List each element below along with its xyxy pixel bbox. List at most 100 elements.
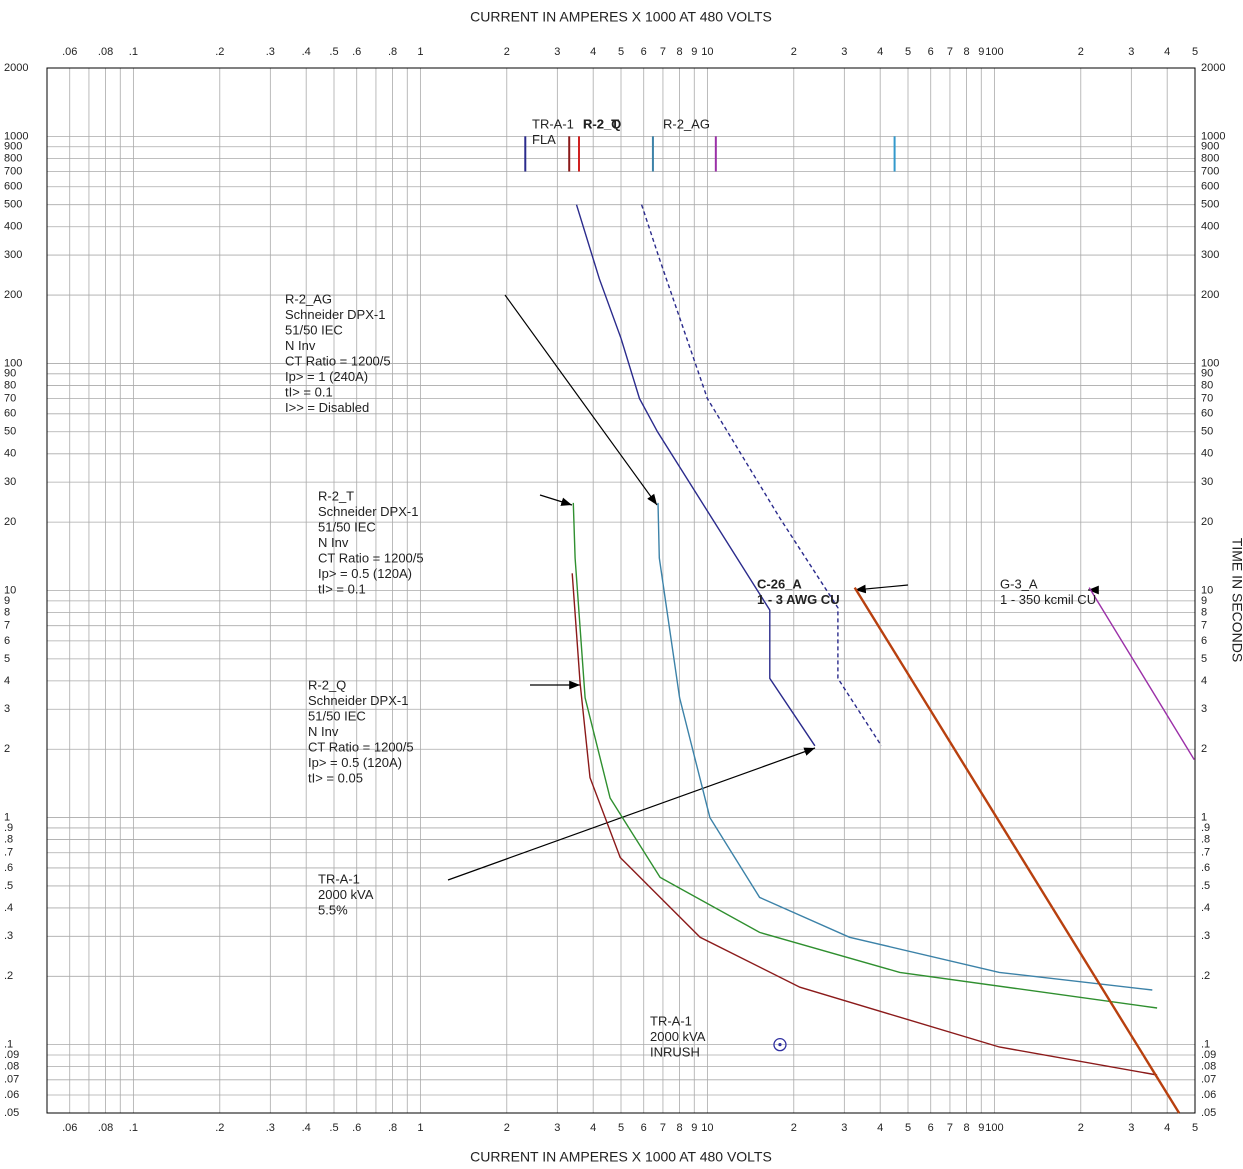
x-tick-label: 2 <box>1078 46 1084 58</box>
y-tick-label: 900 <box>1201 141 1219 153</box>
y-tick-label: 1000 <box>1201 130 1225 142</box>
x-tick-label: 3 <box>841 46 847 58</box>
y-tick-label: 200 <box>1201 289 1219 301</box>
x-tick-label: .6 <box>352 1122 361 1134</box>
y-tick-label: 7 <box>1201 620 1207 632</box>
y-tick-label: 60 <box>4 408 16 420</box>
curve <box>572 502 1158 1009</box>
x-tick-label: 3 <box>1128 1122 1134 1134</box>
x-tick-label: 100 <box>985 46 1003 58</box>
arrow <box>539 494 573 506</box>
annotation: tI> = 0.1 <box>285 384 333 399</box>
y-tick-label: 20 <box>4 516 16 528</box>
x-tick-label: 8 <box>677 46 683 58</box>
annotation: N Inv <box>308 724 339 739</box>
annotation: R-2_AG <box>663 116 710 131</box>
y-tick-label: .5 <box>4 880 13 892</box>
y-tick-label: .9 <box>1201 822 1210 834</box>
y-tick-label: 30 <box>4 476 16 488</box>
x-tick-label: 5 <box>618 46 624 58</box>
plot-frame <box>46 67 1196 1114</box>
x-tick-label: 4 <box>877 46 883 58</box>
y-tick-label: 6 <box>4 635 10 647</box>
y-tick-label: .9 <box>4 822 13 834</box>
x-tick-label: .08 <box>98 1122 113 1134</box>
y-tick-label: 2 <box>4 743 10 755</box>
x-tick-label: .2 <box>215 46 224 58</box>
curve <box>575 204 816 747</box>
y-tick-label: 50 <box>4 426 16 438</box>
y-tick-label: 70 <box>1201 393 1213 405</box>
x-tick-label: 2 <box>791 46 797 58</box>
y-tick-label: 1 <box>1201 811 1207 823</box>
y-tick-label: 3 <box>4 703 10 715</box>
annotation: TR-A-1 <box>532 116 574 131</box>
y-tick-label: 80 <box>4 379 16 391</box>
y-tick-label: 600 <box>4 181 22 193</box>
x-tick-label: 9 <box>978 1122 984 1134</box>
annotation: Ip> = 0.5 (120A) <box>308 755 402 770</box>
arrow <box>504 294 658 506</box>
annotation: R-2_AG <box>285 291 332 306</box>
annotation: TR-A-1 <box>650 1013 692 1028</box>
y-tick-label: .05 <box>4 1107 19 1119</box>
y-tick-label: 40 <box>4 448 16 460</box>
y-tick-label: 100 <box>4 357 22 369</box>
y-tick-label: .8 <box>4 833 13 845</box>
y-tick-label: 1000 <box>4 130 28 142</box>
y-tick-label: 5 <box>1201 653 1207 665</box>
x-tick-label: 2 <box>504 46 510 58</box>
y-tick-label: .06 <box>4 1089 19 1101</box>
x-tick-label: 5 <box>1192 46 1198 58</box>
x-tick-label: 7 <box>660 46 666 58</box>
x-tick-label: 2 <box>504 1122 510 1134</box>
y-tick-label: .07 <box>4 1074 19 1086</box>
x-tick-label: 3 <box>1128 46 1134 58</box>
x-tick-label: 7 <box>947 46 953 58</box>
y-tick-label: 5 <box>4 653 10 665</box>
y-tick-label: 10 <box>1201 584 1213 596</box>
y-tick-label: 4 <box>4 675 10 687</box>
y-tick-label: 70 <box>4 393 16 405</box>
x-tick-label: 9 <box>691 1122 697 1134</box>
annotation: 1 - 3 AWG CU <box>757 592 840 607</box>
y-tick-label: 2000 <box>4 62 28 74</box>
x-tick-label: .6 <box>352 46 361 58</box>
x-tick-label: 5 <box>905 46 911 58</box>
x-tick-label: .4 <box>302 46 311 58</box>
y-tick-label: 900 <box>4 141 22 153</box>
y-tick-label: 300 <box>1201 249 1219 261</box>
y-tick-label: 1 <box>4 811 10 823</box>
y-tick-label: 500 <box>1201 199 1219 211</box>
annotation: 5.5% <box>318 902 348 917</box>
x-tick-label: 4 <box>877 1122 883 1134</box>
annotation: Schneider DPX-1 <box>285 307 385 322</box>
x-axis-title-bottom: CURRENT IN AMPERES X 1000 AT 480 VOLTS <box>470 1149 772 1165</box>
y-tick-label: 2 <box>1201 743 1207 755</box>
x-tick-label: 4 <box>590 46 596 58</box>
annotation: R-2_Q <box>583 116 621 131</box>
y-tick-label: 2000 <box>1201 62 1225 74</box>
annotation: 1 - 350 kcmil CU <box>1000 592 1096 607</box>
annotation: N Inv <box>285 338 316 353</box>
x-tick-label: .8 <box>388 1122 397 1134</box>
x-tick-label: .5 <box>329 1122 338 1134</box>
y-tick-label: 400 <box>1201 221 1219 233</box>
x-tick-label: 10 <box>701 1122 713 1134</box>
y-tick-label: .08 <box>4 1061 19 1073</box>
y-tick-label: 90 <box>4 368 16 380</box>
annotation: Schneider DPX-1 <box>318 504 418 519</box>
curve <box>657 502 1153 991</box>
x-tick-label: .2 <box>215 1122 224 1134</box>
x-tick-label: 1 <box>417 46 423 58</box>
inrush-point <box>773 1037 787 1052</box>
grid <box>47 67 1196 1114</box>
y-tick-label: .3 <box>4 930 13 942</box>
y-tick-label: .2 <box>4 970 13 982</box>
y-tick-label: 9 <box>1201 595 1207 607</box>
x-tick-label: .8 <box>388 46 397 58</box>
annotation: 2000 kVA <box>318 887 374 902</box>
y-tick-label: .6 <box>1201 862 1210 874</box>
x-tick-label: 2 <box>1078 1122 1084 1134</box>
y-tick-label: .5 <box>1201 880 1210 892</box>
